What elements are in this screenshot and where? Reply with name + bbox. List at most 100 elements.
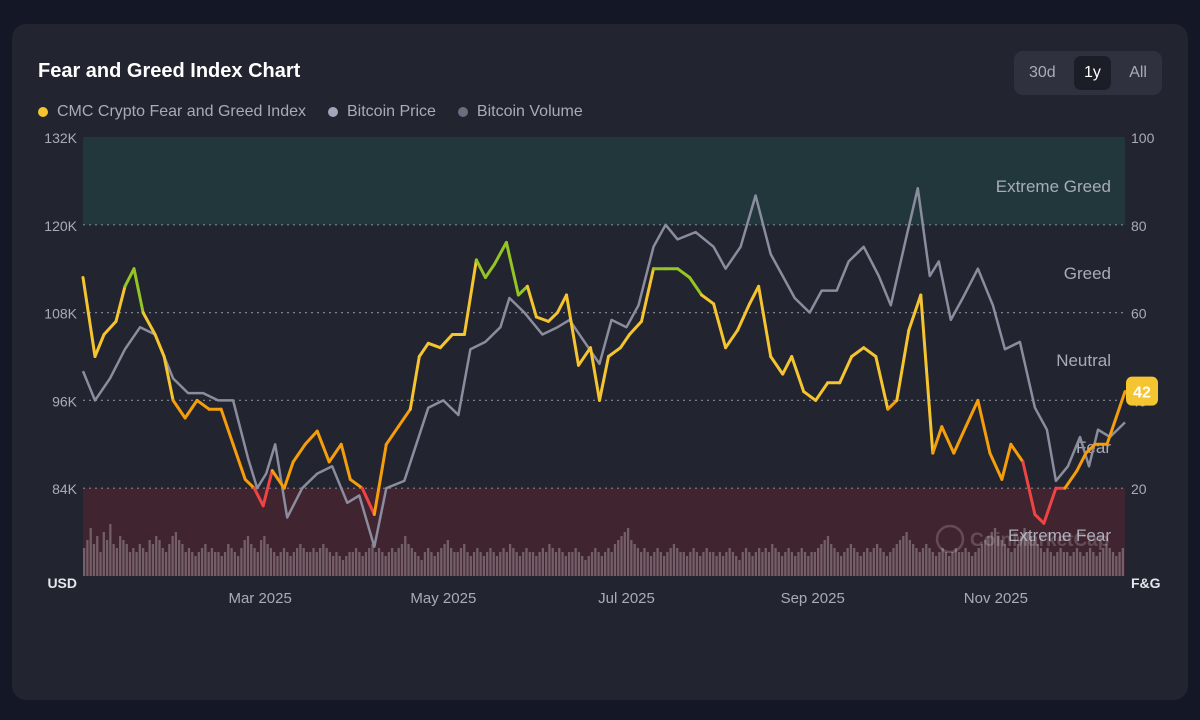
volume-bar [1033, 540, 1036, 576]
fear-greed-segment [504, 240, 520, 297]
volume-bar [731, 552, 735, 576]
volume-bar [643, 548, 646, 576]
volume-bar [1059, 548, 1062, 576]
volume-bar [826, 536, 830, 576]
volume-bar [282, 548, 286, 576]
volume-bar [312, 548, 315, 576]
volume-bar [174, 532, 178, 576]
volume-bar [610, 552, 613, 576]
volume-bar [803, 552, 807, 576]
fear-greed-segment [252, 486, 265, 508]
volume-bar [1079, 552, 1082, 576]
volume-bar [158, 540, 161, 576]
volume-bar [502, 548, 505, 576]
volume-bar [1062, 552, 1066, 576]
volume-bar [820, 544, 823, 576]
fear-greed-segment [1075, 451, 1088, 473]
volume-bar [984, 540, 987, 576]
volume-bar [181, 544, 184, 576]
volume-bar [1052, 556, 1056, 576]
volume-bar [954, 548, 957, 576]
y-left-tick-label: 132K [44, 130, 77, 146]
fear-greed-segment [607, 346, 622, 358]
volume-bar [119, 536, 122, 576]
range-button-30d[interactable]: 30d [1029, 64, 1056, 81]
fear-greed-segment [1009, 442, 1025, 464]
fear-greed-segment [931, 425, 944, 455]
volume-bar [407, 544, 410, 576]
volume-bar [410, 548, 413, 576]
range-button-1y[interactable]: 1y [1074, 56, 1111, 90]
volume-bar [1016, 544, 1020, 576]
y-right-axis-label: F&G [1131, 575, 1161, 591]
volume-bar [1095, 556, 1098, 576]
volume-bar [86, 540, 89, 576]
fear-greed-segment [438, 333, 454, 350]
volume-bar [872, 548, 875, 576]
fear-greed-segment [802, 390, 818, 402]
volume-bar [679, 552, 682, 576]
volume-bar [833, 548, 836, 576]
volume-layer [83, 524, 1124, 576]
volume-bar [695, 552, 699, 576]
volume-bar [266, 544, 269, 576]
fear-greed-segment [315, 429, 331, 464]
volume-bar [446, 540, 449, 576]
volume-bar [898, 540, 902, 576]
volume-bar [387, 552, 391, 576]
fear-greed-segment [598, 355, 610, 402]
chart-legend: CMC Crypto Fear and Greed Index Bitcoin … [38, 103, 583, 121]
volume-bar [816, 548, 820, 576]
volume-bar [564, 556, 567, 576]
volume-bar [508, 544, 512, 576]
fear-greed-segment [492, 240, 508, 266]
volume-bar [659, 552, 662, 576]
volume-bar [587, 556, 590, 576]
volume-bar [856, 552, 859, 576]
fear-greed-segment [748, 284, 761, 306]
volume-bar [456, 552, 459, 576]
volume-bar [1046, 548, 1049, 576]
volume-bar [354, 548, 358, 576]
volume-bar [168, 544, 171, 576]
volume-bar [207, 552, 210, 576]
volume-bar [728, 548, 731, 576]
volume-bar [1036, 544, 1039, 576]
fear-greed-segment [348, 477, 364, 490]
fear-greed-segment [303, 429, 319, 446]
fear-greed-layer [81, 240, 1127, 525]
range-toggle: 30d 1y All [1014, 51, 1162, 95]
volume-bar [371, 544, 374, 576]
volume-bar [849, 544, 853, 576]
volume-bar [554, 552, 558, 576]
volume-bar [1115, 556, 1118, 576]
legend-item-bitcoin-volume[interactable]: Bitcoin Volume [457, 103, 583, 121]
volume-bar [708, 552, 712, 576]
volume-bar [341, 560, 345, 576]
volume-bar [1092, 552, 1095, 576]
volume-bar [486, 552, 489, 576]
volume-bar [1049, 552, 1052, 576]
volume-bar [151, 544, 155, 576]
volume-bar [256, 552, 259, 576]
volume-bar [780, 556, 784, 576]
range-button-all[interactable]: All [1129, 64, 1147, 81]
legend-item-fear-greed[interactable]: CMC Crypto Fear and Greed Index [38, 103, 306, 121]
volume-bar [551, 548, 554, 576]
legend-item-bitcoin-price[interactable]: Bitcoin Price [328, 103, 436, 121]
volume-bar [476, 548, 479, 576]
volume-bar [250, 544, 253, 576]
volume-bar [666, 552, 669, 576]
volume-bar [699, 556, 702, 576]
legend-label: Bitcoin Price [347, 103, 436, 120]
volume-bar [908, 540, 912, 576]
x-tick-label: Mar 2025 [228, 590, 291, 607]
volume-bar [715, 556, 718, 576]
fear-greed-segment [850, 346, 866, 358]
fear-greed-segment [396, 407, 412, 429]
volume-bar [777, 552, 780, 576]
volume-bar [286, 552, 289, 576]
fear-greed-segment [417, 341, 430, 358]
volume-bar [89, 528, 92, 576]
